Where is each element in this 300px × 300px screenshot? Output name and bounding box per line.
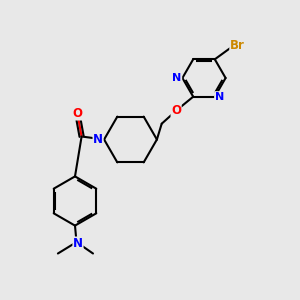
Text: N: N bbox=[215, 92, 224, 102]
Text: N: N bbox=[172, 73, 182, 83]
Text: N: N bbox=[93, 133, 103, 146]
Text: O: O bbox=[72, 107, 82, 120]
Text: Br: Br bbox=[230, 39, 245, 52]
Text: N: N bbox=[73, 237, 83, 250]
Text: O: O bbox=[171, 104, 181, 117]
